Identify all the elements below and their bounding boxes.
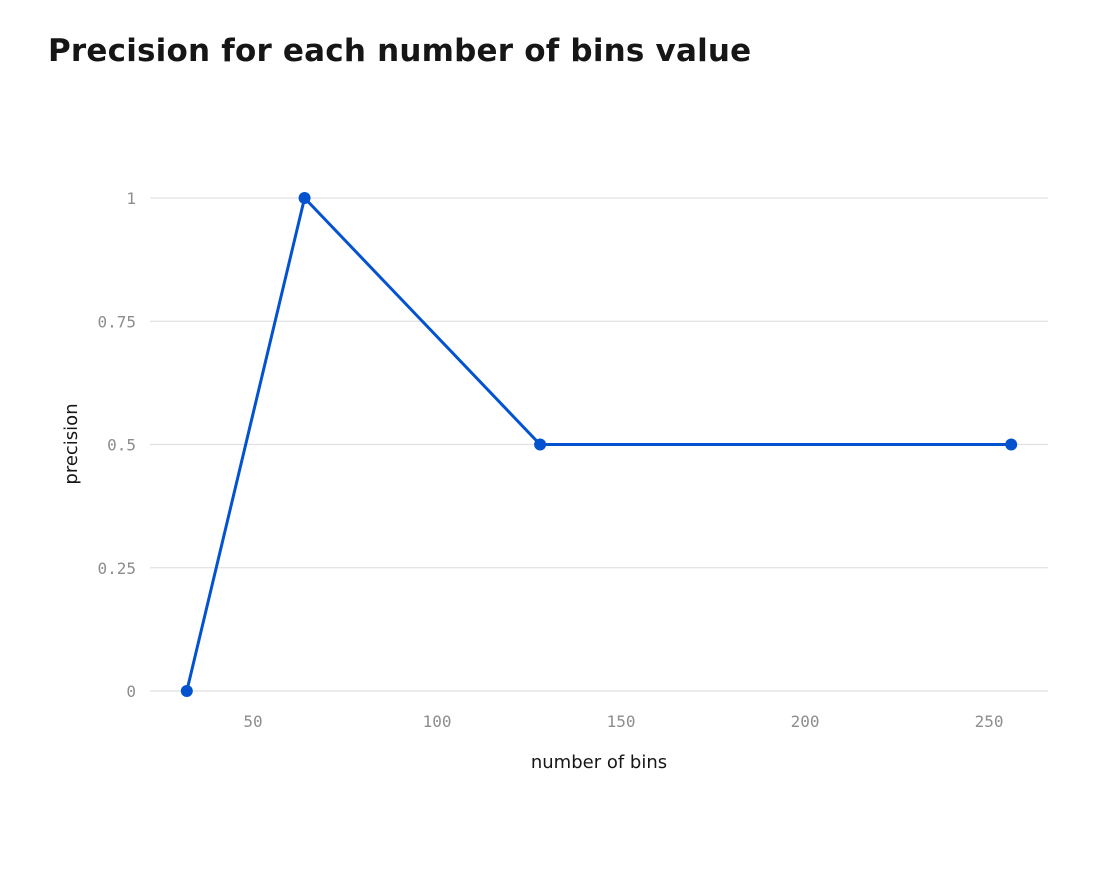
data-point[interactable] [1005, 438, 1018, 451]
data-point[interactable] [534, 438, 547, 451]
series-line [185, 194, 1012, 692]
y-tick-label: 0.5 [107, 436, 136, 455]
y-tick-label: 0.75 [97, 312, 136, 331]
x-tick-label: 250 [975, 712, 1004, 731]
x-tick-label: 200 [791, 712, 820, 731]
x-tick-label: 150 [607, 712, 636, 731]
x-tick-label: 100 [423, 712, 452, 731]
series-layer [180, 192, 1018, 697]
x-tick-label: 50 [243, 712, 262, 731]
data-point[interactable] [180, 685, 193, 697]
chart-title: Precision for each number of bins value [48, 33, 752, 69]
y-axis-ticks: 0 0.25 0.5 0.75 1 [97, 189, 136, 701]
x-axis-title: number of bins [531, 752, 667, 773]
y-tick-label: 0.25 [97, 559, 136, 578]
data-point[interactable] [298, 192, 311, 204]
x-axis-ticks: 50 100 150 200 250 [243, 712, 1003, 731]
y-axis-title: precision [61, 403, 82, 484]
y-tick-label: 0 [126, 682, 136, 701]
y-tick-label: 1 [126, 189, 136, 208]
